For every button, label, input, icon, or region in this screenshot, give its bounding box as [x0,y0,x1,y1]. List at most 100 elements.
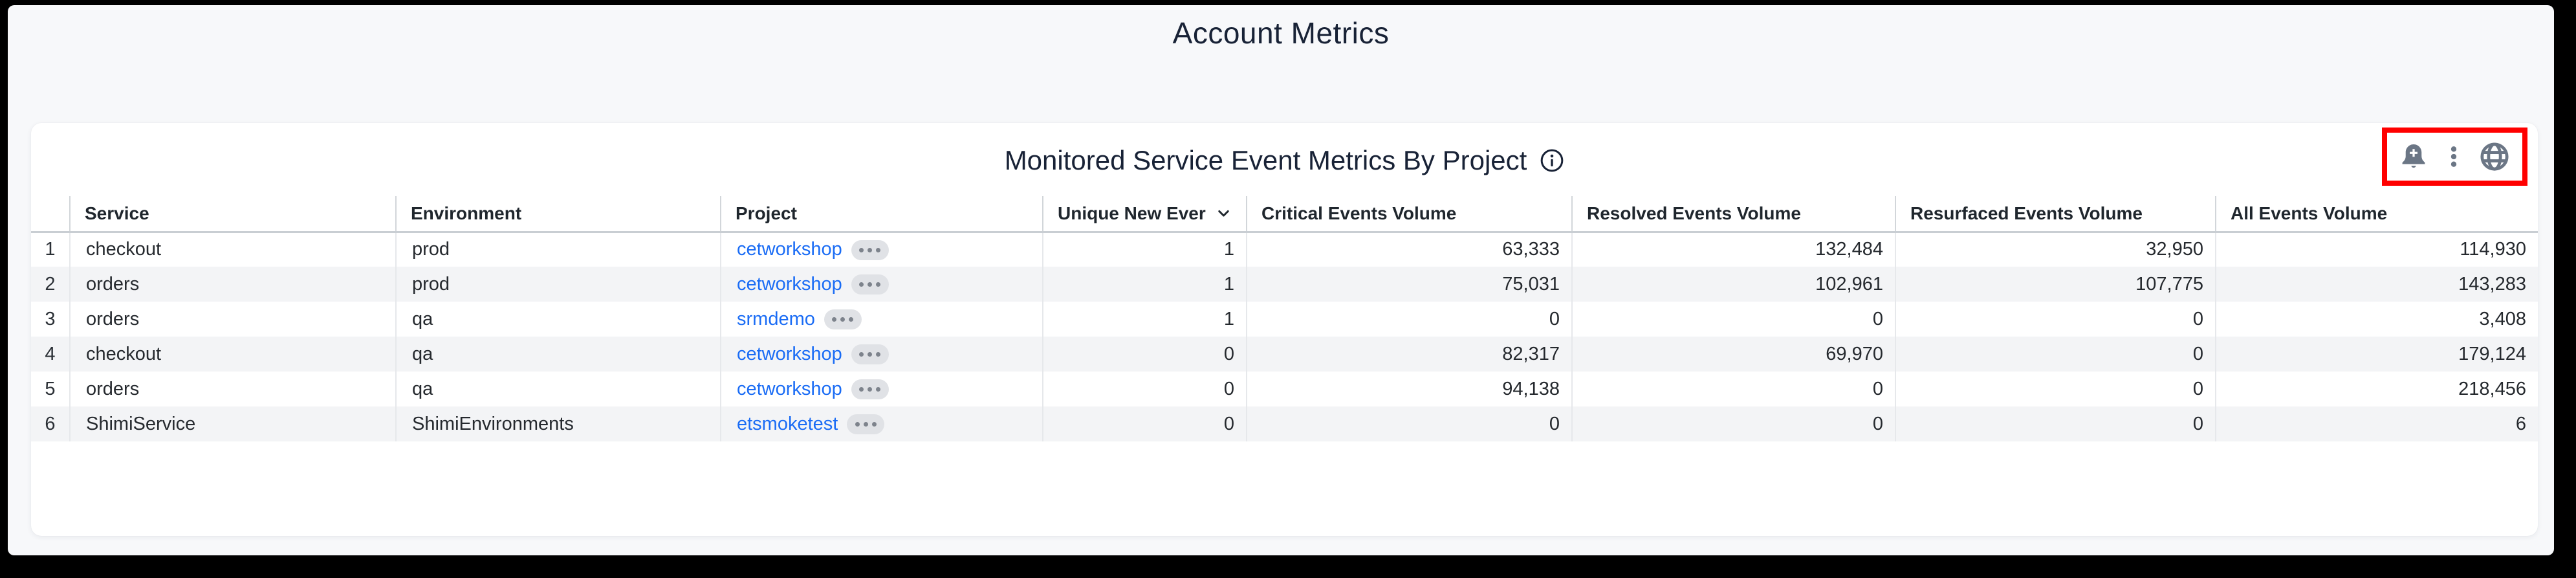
column-label: Project [736,203,797,223]
cell-critical_events_volume: 94,138 [1246,372,1572,406]
cell-environment: prod [395,267,721,302]
cell-unique_new_ever: 1 [1042,232,1247,267]
cell-all_events_volume: 218,456 [2215,372,2538,406]
cell-critical_events_volume: 75,031 [1246,267,1572,302]
cell-unique_new_ever: 1 [1042,267,1247,302]
page-title: Account Metrics [1172,16,1390,50]
cell-all_events_volume: 143,283 [2215,267,2538,302]
cell-critical_events_volume: 82,317 [1246,337,1572,372]
project-link[interactable]: cetworkshop [737,343,842,364]
cell-environment: ShimiEnvironments [395,406,721,441]
row-actions-ellipsis-pill[interactable] [851,379,889,400]
cell-environment: qa [395,337,721,372]
row-index-cell: 6 [31,406,70,441]
row-index-cell: 1 [31,232,70,267]
cell-unique_new_ever: 0 [1042,406,1247,441]
cell-critical_events_volume: 0 [1246,302,1572,337]
cell-project: cetworkshop [720,372,1043,406]
table-row: 1 checkout prod cetworkshop 1 63,333 132,484 32… [31,232,2538,267]
cell-critical_events_volume: 63,333 [1246,232,1572,267]
row-actions-ellipsis-pill[interactable] [824,309,862,330]
panel-title: Monitored Service Event Metrics By Proje… [1004,145,1527,175]
column-header-project[interactable]: Project [720,196,1043,233]
cell-resolved_events_volume: 132,484 [1571,232,1895,267]
cell-unique_new_ever: 1 [1042,302,1247,337]
cell-resurfaced_events_volume: 0 [1895,337,2216,372]
cell-resurfaced_events_volume: 107,775 [1895,267,2216,302]
column-label: All Events Volume [2231,203,2388,223]
project-link[interactable]: srmdemo [737,308,815,329]
column-label: Resurfaced Events Volume [1910,203,2143,223]
table-row: 3 orders qa srmdemo 1 0 0 0 3,408 [31,302,2538,337]
cell-service: orders [69,302,396,337]
column-header-unique_new_ever[interactable]: Unique New Ever [1042,196,1247,233]
cell-resurfaced_events_volume: 0 [1895,406,2216,441]
cell-all_events_volume: 6 [2215,406,2538,441]
kebab-menu-icon[interactable] [2441,142,2467,172]
column-label: Resolved Events Volume [1587,203,1801,223]
cell-resolved_events_volume: 0 [1571,406,1895,441]
cell-service: checkout [69,337,396,372]
dashboard-page: Account Metrics Monitored Service Event … [8,5,2554,555]
cell-all_events_volume: 114,930 [2215,232,2538,267]
row-actions-ellipsis-pill[interactable] [851,274,889,295]
cell-service: orders [69,267,396,302]
cell-project: cetworkshop [720,267,1043,302]
cell-project: cetworkshop [720,232,1043,267]
cell-environment: qa [395,372,721,406]
cell-unique_new_ever: 0 [1042,337,1247,372]
globe-icon[interactable] [2478,140,2511,173]
row-actions-ellipsis-pill[interactable] [847,414,885,435]
cell-service: checkout [69,232,396,267]
column-header-service[interactable]: Service [69,196,396,233]
cell-resurfaced_events_volume: 0 [1895,372,2216,406]
cell-resolved_events_volume: 0 [1571,302,1895,337]
cell-environment: prod [395,232,721,267]
row-index-cell: 5 [31,372,70,406]
cell-all_events_volume: 3,408 [2215,302,2538,337]
project-link[interactable]: etsmoketest [737,413,838,434]
row-index-cell: 4 [31,337,70,372]
project-link[interactable]: cetworkshop [737,273,842,295]
panel-header: Monitored Service Event Metrics By Proje… [31,144,2538,177]
column-header-resurfaced_events_volume[interactable]: Resurfaced Events Volume [1895,196,2216,233]
cell-project: srmdemo [720,302,1043,337]
table-row: 2 orders prod cetworkshop 1 75,031 102,961 107,… [31,267,2538,302]
cell-resolved_events_volume: 0 [1571,372,1895,406]
cell-resurfaced_events_volume: 0 [1895,302,2216,337]
column-header-environment[interactable]: Environment [395,196,721,233]
sort-chevron-down-icon[interactable] [1215,205,1232,222]
cell-service: ShimiService [69,406,396,441]
cell-resolved_events_volume: 102,961 [1571,267,1895,302]
cell-project: cetworkshop [720,337,1043,372]
column-label: Service [85,203,149,223]
row-index-cell: 2 [31,267,70,302]
row-actions-ellipsis-pill[interactable] [851,240,889,261]
metrics-table: Service Environment Project Unique New Ever… [31,196,2538,441]
column-label: Critical Events Volume [1261,203,1457,223]
column-label: Unique New Ever [1058,203,1206,223]
cell-project: etsmoketest [720,406,1043,441]
annotation-highlight-box [2382,128,2527,186]
column-header-critical_events_volume[interactable]: Critical Events Volume [1246,196,1572,233]
table-row: 6 ShimiService ShimiEnvironments etsmoketes… [31,406,2538,441]
cell-critical_events_volume: 0 [1246,406,1572,441]
cell-all_events_volume: 179,124 [2215,337,2538,372]
info-icon[interactable] [1540,148,1564,173]
add-alert-bell-icon[interactable] [2399,142,2429,172]
column-header-all_events_volume[interactable]: All Events Volume [2215,196,2538,233]
row-actions-ellipsis-pill[interactable] [851,344,889,365]
row-index-cell: 3 [31,302,70,337]
cell-unique_new_ever: 0 [1042,372,1247,406]
table-row: 5 orders qa cetworkshop 0 94,138 0 0 218,456 [31,372,2538,406]
column-header-resolved_events_volume[interactable]: Resolved Events Volume [1571,196,1895,233]
cell-resurfaced_events_volume: 32,950 [1895,232,2216,267]
project-link[interactable]: cetworkshop [737,239,842,260]
cell-resolved_events_volume: 69,970 [1571,337,1895,372]
cell-environment: qa [395,302,721,337]
project-link[interactable]: cetworkshop [737,378,842,399]
column-label: Environment [411,203,522,223]
cell-service: orders [69,372,396,406]
row-index-header [31,196,70,233]
